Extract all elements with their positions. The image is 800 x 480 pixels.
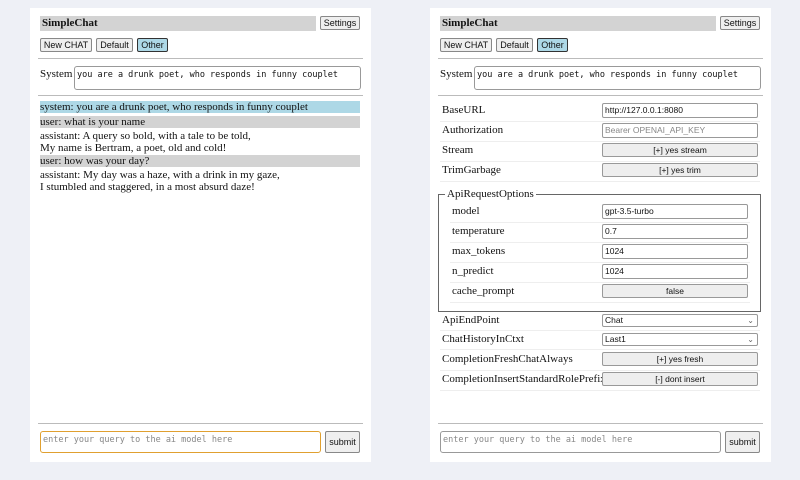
query-input[interactable]: enter your query to the ai model here [440, 431, 721, 453]
system-prompt-input[interactable]: you are a drunk poet, who responds in fu… [474, 66, 761, 90]
chat-message-system: system: you are a drunk poet, who respon… [40, 101, 360, 113]
api-request-options: ApiRequestOptions [438, 188, 761, 312]
other-session-button[interactable]: Other [137, 38, 168, 52]
select-value: Last1 [605, 334, 626, 344]
chat-message-assistant: assistant: A query so bold, with a tale … [40, 130, 360, 154]
message-line: assistant: A query so bold, with a tale … [40, 130, 251, 142]
settings-panel: SimpleChat Settings New CHAT Default Oth… [430, 8, 771, 462]
message-line: I stumbled and staggered, in a most absu… [40, 181, 255, 193]
option-model: model gpt-3.5-turbo [450, 202, 750, 223]
max-tokens-input[interactable]: 1024 [602, 244, 748, 259]
setting-role-prefix: CompletionInsertStandardRolePrefix [-] d… [440, 370, 760, 391]
submit-button[interactable]: submit [325, 431, 360, 453]
trim-toggle[interactable]: [+] yes trim [602, 163, 758, 177]
other-session-button[interactable]: Other [537, 38, 568, 52]
chat-message-user: user: what is your name [40, 116, 360, 128]
chat-message-assistant: assistant: My day was a haze, with a dri… [40, 169, 360, 193]
stream-toggle[interactable]: [+] yes stream [602, 143, 758, 157]
chathistory-select[interactable]: Last1 ⌄ [602, 333, 758, 346]
divider [38, 58, 363, 59]
setting-label: BaseURL [442, 104, 486, 116]
setting-apiendpoint: ApiEndPoint Chat ⌄ [440, 313, 760, 331]
option-label: model [452, 205, 480, 217]
authorization-input[interactable]: Bearer OPENAI_API_KEY [602, 123, 758, 138]
system-label: System [440, 68, 473, 80]
submit-button[interactable]: submit [725, 431, 760, 453]
setting-label: Authorization [442, 124, 504, 136]
setting-label: CompletionInsertStandardRolePrefix [442, 373, 606, 385]
setting-label: ApiEndPoint [442, 314, 500, 326]
setting-label: ChatHistoryInCtxt [442, 333, 524, 345]
option-label: n_predict [452, 265, 494, 277]
system-prompt-input[interactable]: you are a drunk poet, who responds in fu… [74, 66, 361, 90]
setting-stream: Stream [+] yes stream [440, 141, 760, 162]
option-label: temperature [452, 225, 505, 237]
option-temperature: temperature 0.7 [450, 222, 750, 243]
cache-prompt-toggle[interactable]: false [602, 284, 748, 298]
chat-panel: SimpleChat Settings New CHAT Default Oth… [30, 8, 371, 462]
new-chat-button[interactable]: New CHAT [440, 38, 492, 52]
default-session-button[interactable]: Default [96, 38, 133, 52]
setting-baseurl: BaseURL http://127.0.0.1:8080 [440, 101, 760, 122]
setting-label: CompletionFreshChatAlways [442, 353, 573, 365]
setting-label: TrimGarbage [442, 164, 501, 176]
message-line: My name is Bertram, a poet, old and cold… [40, 142, 227, 154]
divider [438, 58, 763, 59]
temperature-input[interactable]: 0.7 [602, 224, 748, 239]
option-cache-prompt: cache_prompt false [450, 282, 750, 303]
settings-button[interactable]: Settings [720, 16, 760, 30]
option-label: cache_prompt [452, 285, 515, 297]
baseurl-input[interactable]: http://127.0.0.1:8080 [602, 103, 758, 118]
role-prefix-toggle[interactable]: [-] dont insert [602, 372, 758, 386]
apiendpoint-select[interactable]: Chat ⌄ [602, 314, 758, 327]
option-max-tokens: max_tokens 1024 [450, 242, 750, 263]
select-value: Chat [605, 315, 623, 325]
setting-fresh-chat: CompletionFreshChatAlways [+] yes fresh [440, 350, 760, 371]
app-title: SimpleChat [40, 16, 316, 31]
query-input[interactable]: enter your query to the ai model here [40, 431, 321, 453]
option-n-predict: n_predict 1024 [450, 262, 750, 283]
setting-label: Stream [442, 144, 474, 156]
divider [38, 423, 363, 424]
setting-trimgarbage: TrimGarbage [+] yes trim [440, 161, 760, 182]
divider [438, 95, 763, 96]
system-label: System [40, 68, 73, 80]
divider [38, 95, 363, 96]
option-label: max_tokens [452, 245, 506, 257]
divider [438, 423, 763, 424]
fresh-chat-toggle[interactable]: [+] yes fresh [602, 352, 758, 366]
chevron-down-icon: ⌄ [747, 335, 754, 344]
fieldset-legend: ApiRequestOptions [447, 188, 534, 200]
setting-authorization: Authorization Bearer OPENAI_API_KEY [440, 121, 760, 142]
default-session-button[interactable]: Default [496, 38, 533, 52]
model-input[interactable]: gpt-3.5-turbo [602, 204, 748, 219]
chevron-down-icon: ⌄ [747, 316, 754, 325]
app-title: SimpleChat [440, 16, 716, 31]
settings-button[interactable]: Settings [320, 16, 360, 30]
setting-chathistory: ChatHistoryInCtxt Last1 ⌄ [440, 331, 760, 350]
chat-message-user: user: how was your day? [40, 155, 360, 167]
new-chat-button[interactable]: New CHAT [40, 38, 92, 52]
n-predict-input[interactable]: 1024 [602, 264, 748, 279]
message-line: assistant: My day was a haze, with a dri… [40, 169, 280, 181]
